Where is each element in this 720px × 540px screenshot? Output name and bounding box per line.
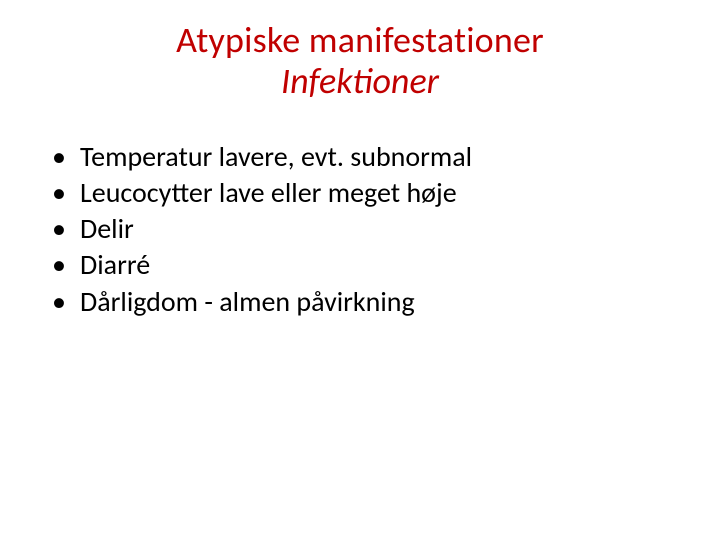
slide: Atypiske manifestationer Infektioner • T… <box>0 0 720 540</box>
bullet-icon: • <box>48 140 80 174</box>
list-item: • Delir <box>48 212 672 246</box>
title-line-1: Atypiske manifestationer <box>0 20 720 61</box>
bullet-icon: • <box>48 176 80 210</box>
list-item: • Diarré <box>48 248 672 282</box>
list-item: • Dårligdom - almen påvirkning <box>48 285 672 319</box>
bullet-text: Diarré <box>80 248 672 282</box>
bullet-text: Temperatur lavere, evt. subnormal <box>80 140 672 174</box>
list-item: • Leucocytter lave eller meget høje <box>48 176 672 210</box>
bullet-list: • Temperatur lavere, evt. subnormal • Le… <box>48 140 672 321</box>
bullet-text: Dårligdom - almen påvirkning <box>80 285 672 319</box>
bullet-icon: • <box>48 248 80 282</box>
bullet-icon: • <box>48 285 80 319</box>
bullet-icon: • <box>48 212 80 246</box>
list-item: • Temperatur lavere, evt. subnormal <box>48 140 672 174</box>
bullet-text: Delir <box>80 212 672 246</box>
title-line-2: Infektioner <box>0 61 720 102</box>
bullet-text: Leucocytter lave eller meget høje <box>80 176 672 210</box>
slide-title: Atypiske manifestationer Infektioner <box>0 20 720 103</box>
